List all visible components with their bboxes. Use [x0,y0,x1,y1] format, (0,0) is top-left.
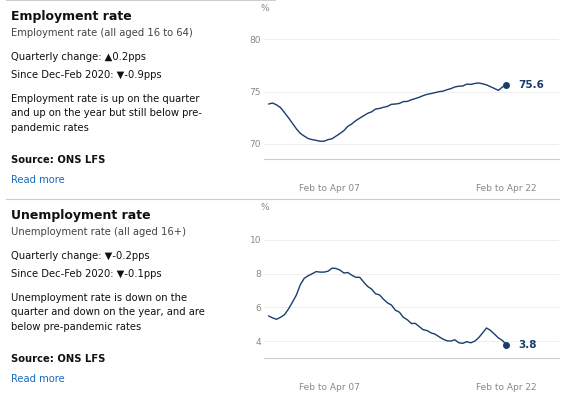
Text: Unemployment rate (all aged 16+): Unemployment rate (all aged 16+) [11,227,186,237]
Text: Employment rate (all aged 16 to 64): Employment rate (all aged 16 to 64) [11,28,192,38]
Text: Feb to Apr 07: Feb to Apr 07 [299,382,360,392]
Text: %: % [261,203,270,212]
Text: Quarterly change: ▼-0.2pps: Quarterly change: ▼-0.2pps [11,251,150,261]
Text: Since Dec-Feb 2020: ▼-0.9pps: Since Dec-Feb 2020: ▼-0.9pps [11,70,161,80]
Text: 75.6: 75.6 [518,80,544,90]
Text: Unemployment rate: Unemployment rate [11,209,150,222]
Text: Feb to Apr 07: Feb to Apr 07 [299,183,360,193]
Text: Source: ONS LFS: Source: ONS LFS [11,354,105,364]
Text: Employment rate: Employment rate [11,10,132,23]
Text: Since Dec-Feb 2020: ▼-0.1pps: Since Dec-Feb 2020: ▼-0.1pps [11,269,161,279]
Text: Feb to Apr 22: Feb to Apr 22 [476,183,537,193]
Text: Quarterly change: ▲0.2pps: Quarterly change: ▲0.2pps [11,52,146,62]
Text: Read more: Read more [11,374,65,384]
Text: %: % [261,4,270,13]
Text: Employment rate is up on the quarter
and up on the year but still below pre-
pan: Employment rate is up on the quarter and… [11,94,202,133]
Text: Unemployment rate is down on the
quarter and down on the year, and are
below pre: Unemployment rate is down on the quarter… [11,293,204,332]
Text: Source: ONS LFS: Source: ONS LFS [11,155,105,165]
Text: Read more: Read more [11,175,65,185]
Text: 3.8: 3.8 [518,339,537,350]
Text: Feb to Apr 22: Feb to Apr 22 [476,382,537,392]
